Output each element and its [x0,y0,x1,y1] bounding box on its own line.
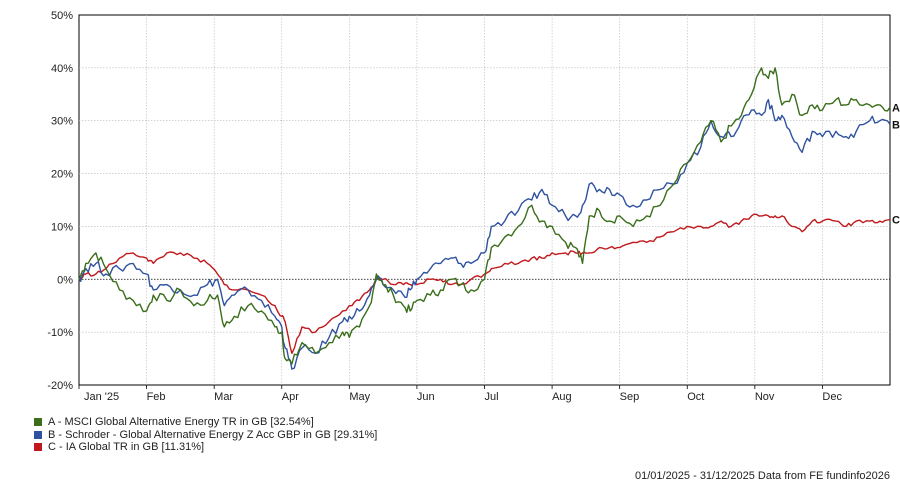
series-line-a [78,67,891,365]
y-tick-label: 50% [51,10,73,22]
x-tick-label: Sep [620,391,640,403]
legend-item-a: A - MSCI Global Alternative Energy TR in… [34,416,377,429]
y-tick-label: -20% [47,380,73,392]
legend-swatch-b [34,430,42,439]
plot-area [78,14,891,386]
x-tick-label: Jul [485,391,499,403]
y-tick-label: 10% [51,221,73,233]
legend-item-b: B - Schroder - Global Alternative Energy… [34,429,377,442]
x-tick-label: Jan '25 [84,391,119,403]
x-tick-label: Feb [147,391,166,403]
legend-swatch-a [34,418,42,427]
x-tick-label: Apr [282,391,299,403]
x-tick-label: Mar [214,391,233,403]
x-tick-label: Dec [822,391,842,403]
x-axis-ticks: Jan '25 Feb Mar Apr May Jun Jul Aug Sep Oct Nov Dec [78,385,842,403]
series-line-b [78,98,891,370]
y-tick-label: 0% [57,274,73,286]
series-line-c [78,213,891,354]
series-end-label-a: A [892,102,900,114]
footer-date-range: 01/01/2025 - 31/12/2025 Data from FE fun… [634,470,890,482]
series-end-label-b: B [892,119,900,131]
legend: A - MSCI Global Alternative Energy TR in… [34,416,377,454]
performance-chart: 50% 40% 30% 20% 10% 0% -10% -20% Jan '25 Feb Mar A… [47,10,900,403]
y-axis-ticks: 50% 40% 30% 20% 10% 0% -10% -20% [47,10,73,392]
y-tick-label: -10% [47,327,73,339]
legend-label-b: B - Schroder - Global Alternative Energy… [48,428,378,441]
y-tick-label: 40% [51,63,73,75]
legend-item-c: C - IA Global TR in GB [11.31%] [34,441,377,454]
y-tick-label: 30% [51,116,73,128]
legend-label-a: A - MSCI Global Alternative Energy TR in… [48,416,314,428]
legend-swatch-c [34,443,42,452]
x-tick-label: May [349,391,370,403]
x-tick-label: Aug [552,391,572,403]
x-tick-label: Oct [687,391,704,403]
legend-label-c: C - IA Global TR in GB [11.31%] [48,441,205,453]
x-tick-label: Nov [755,391,775,403]
x-tick-label: Jun [417,391,435,403]
y-tick-label: 20% [51,169,73,181]
series-lines [78,67,891,370]
series-end-labels: C BA [892,102,900,226]
series-end-label-c: C [892,215,900,227]
